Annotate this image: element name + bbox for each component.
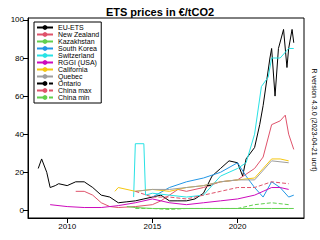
svg-text:Switzerland: Switzerland [58,52,94,59]
svg-text:80: 80 [15,54,24,63]
svg-text:Ontario: Ontario [58,80,81,87]
svg-text:China max: China max [58,87,92,94]
svg-text:Kazakhstan: Kazakhstan [58,38,95,45]
svg-text:60: 60 [15,92,24,101]
svg-text:0: 0 [20,206,25,215]
svg-text:ETS prices in €/tCO2: ETS prices in €/tCO2 [106,6,214,18]
svg-text:R version 4.3.0 (2023-04-21 uc: R version 4.3.0 (2023-04-21 ucrt) [310,68,318,171]
svg-text:South Korea: South Korea [58,45,97,52]
svg-text:RGGI (USA): RGGI (USA) [58,59,97,66]
svg-text:2010: 2010 [58,222,76,231]
svg-text:New Zealand: New Zealand [58,31,99,38]
svg-text:California: California [58,66,88,73]
svg-text:Quebec: Quebec [58,73,83,80]
svg-text:China min: China min [58,94,90,101]
svg-text:EU-ETS: EU-ETS [58,24,84,31]
svg-text:20: 20 [15,168,24,177]
svg-text:100: 100 [11,15,25,24]
svg-text:2015: 2015 [143,222,161,231]
svg-text:40: 40 [15,130,24,139]
svg-text:2020: 2020 [229,222,247,231]
